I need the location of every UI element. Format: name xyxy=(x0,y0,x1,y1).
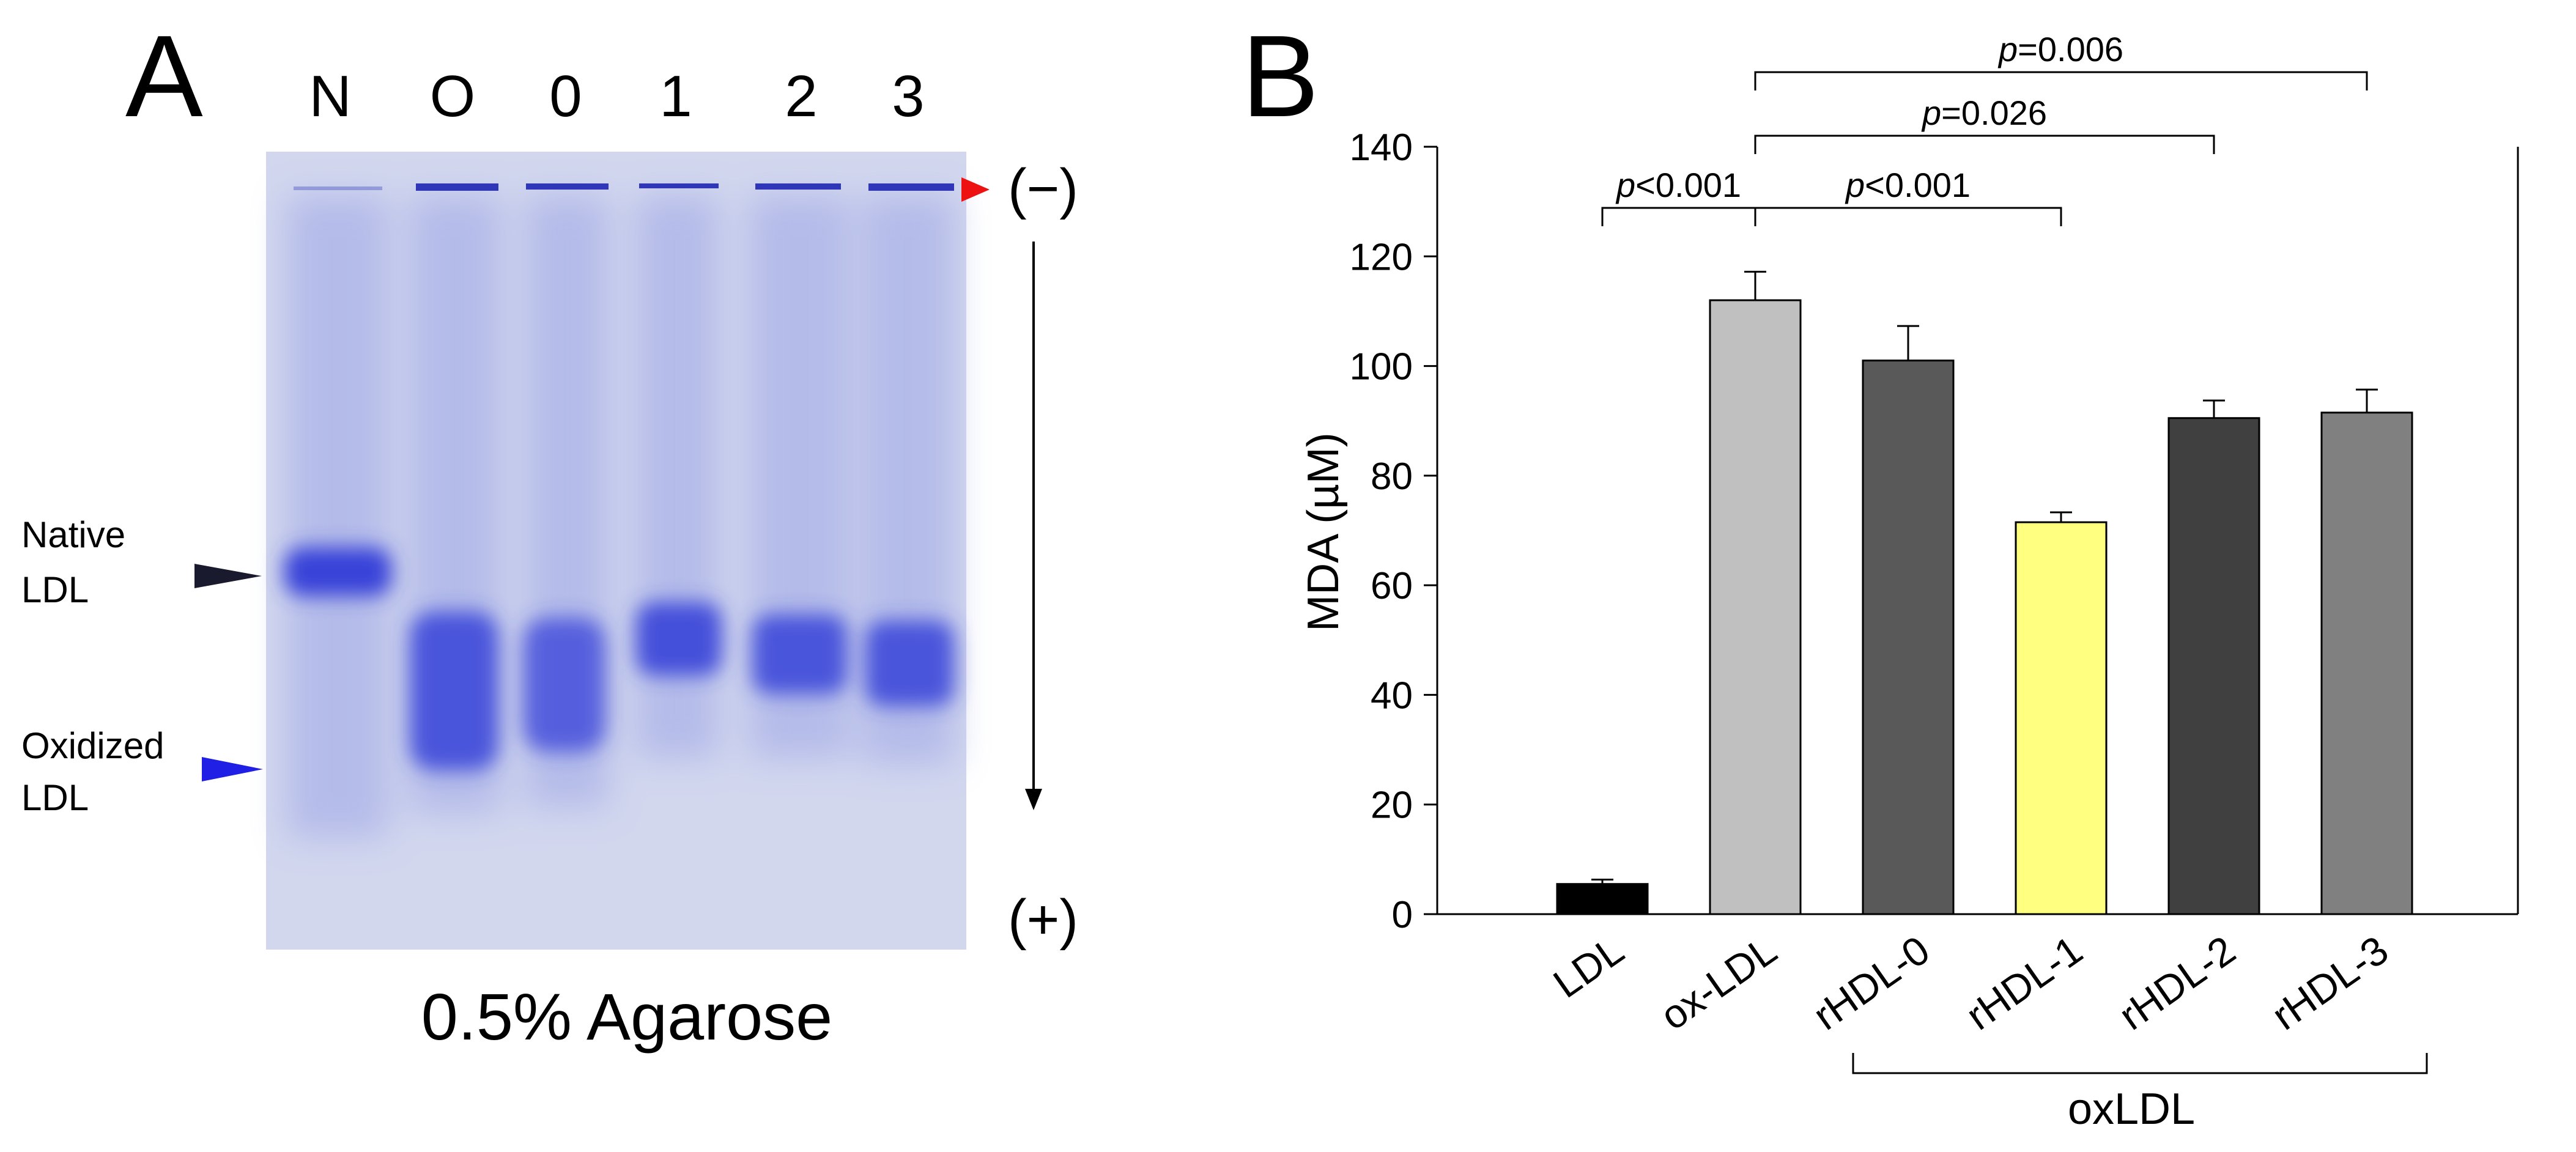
y-tick-label: 60 xyxy=(1371,565,1413,607)
lane-label-1: 1 xyxy=(659,64,692,129)
bar xyxy=(2015,521,2108,915)
x-tick-label: ox-LDL xyxy=(1652,927,1785,1039)
y-tick-label: 20 xyxy=(1371,785,1413,827)
p-value-label: p=0.026 xyxy=(1921,94,2047,132)
cathode-label: (−) xyxy=(1008,158,1078,220)
lane-label-n: N xyxy=(309,64,351,129)
y-tick-label: 140 xyxy=(1350,127,1413,169)
lane-labels: N O 0 1 2 3 xyxy=(309,64,924,129)
p-value-label: p<0.001 xyxy=(1615,166,1741,204)
x-tick-labels: LDL ox-LDL rHDL-0 rHDL-1 rHDL-2 rHDL-3 xyxy=(1545,927,2396,1039)
significance-brackets: p<0.001 p<0.001 p=0.026 p=0.006 xyxy=(1601,30,2368,226)
x-tick-label: rHDL-0 xyxy=(1805,927,1938,1039)
oxidized-ldl-label-line2: LDL xyxy=(21,777,89,818)
lane-label-3: 3 xyxy=(892,64,924,129)
panel-a: A N O 0 1 2 3 xyxy=(21,12,1078,1054)
oxidized-band-lane-2 xyxy=(752,615,847,694)
p-value-label: p=0.006 xyxy=(1997,30,2123,68)
p-value-label: p<0.001 xyxy=(1845,166,1971,204)
lane-label-2: 2 xyxy=(785,64,817,129)
significance-bracket xyxy=(1601,207,1756,226)
native-ldl-band xyxy=(284,547,391,596)
oxidized-ldl-label-line1: Oxidized xyxy=(21,725,164,766)
panel-b-label: B xyxy=(1242,12,1319,141)
oxidized-ldl-arrow-icon xyxy=(202,757,263,781)
oxidized-band-lane-3 xyxy=(865,621,954,706)
y-tick-label: 120 xyxy=(1350,236,1413,278)
oxidized-band-lane-0 xyxy=(523,618,605,752)
x-tick-label: LDL xyxy=(1545,927,1632,1006)
y-tick-label: 80 xyxy=(1371,456,1413,498)
bar xyxy=(2320,412,2413,915)
gel-caption: 0.5% Agarose xyxy=(421,980,832,1054)
native-ldl-label-line2: LDL xyxy=(21,569,89,610)
bars xyxy=(1556,299,2413,915)
error-bars xyxy=(1591,270,2378,884)
migration-arrow-icon xyxy=(1025,789,1042,810)
oxldl-group-bracket xyxy=(1852,1053,2428,1074)
y-tick-label: 40 xyxy=(1371,674,1413,717)
y-tick-label: 0 xyxy=(1392,894,1413,936)
y-axis-label: MDA (µM) xyxy=(1299,432,1348,631)
well-arrow-icon xyxy=(961,177,990,202)
significance-bracket xyxy=(1754,207,2062,226)
oxldl-group-label: oxLDL xyxy=(2068,1085,2195,1134)
oxidized-band-lane-1 xyxy=(636,602,722,676)
bar xyxy=(1709,299,1802,915)
native-ldl-arrow-icon xyxy=(194,564,262,588)
y-tick-label: 100 xyxy=(1350,346,1413,388)
x-tick-label: rHDL-3 xyxy=(2263,927,2396,1039)
anode-label: (+) xyxy=(1008,888,1078,951)
gel-bands xyxy=(284,547,954,770)
gel-wells xyxy=(294,183,954,191)
bar xyxy=(2167,417,2260,915)
bar xyxy=(1862,360,1955,915)
y-ticks: 0 20 40 60 80 100 120 140 xyxy=(1350,127,1437,936)
significance-bracket xyxy=(1754,135,2215,154)
lane-label-0: 0 xyxy=(549,64,582,129)
x-tick-label: rHDL-2 xyxy=(2111,927,2243,1039)
bar xyxy=(1556,883,1649,915)
native-ldl-label-line1: Native xyxy=(21,514,125,555)
lane-label-o: O xyxy=(430,64,476,129)
significance-bracket xyxy=(1754,71,2368,90)
oxidized-band-lane-o xyxy=(410,611,498,770)
x-tick-label: rHDL-1 xyxy=(1958,927,2090,1039)
panel-a-label: A xyxy=(125,12,203,141)
